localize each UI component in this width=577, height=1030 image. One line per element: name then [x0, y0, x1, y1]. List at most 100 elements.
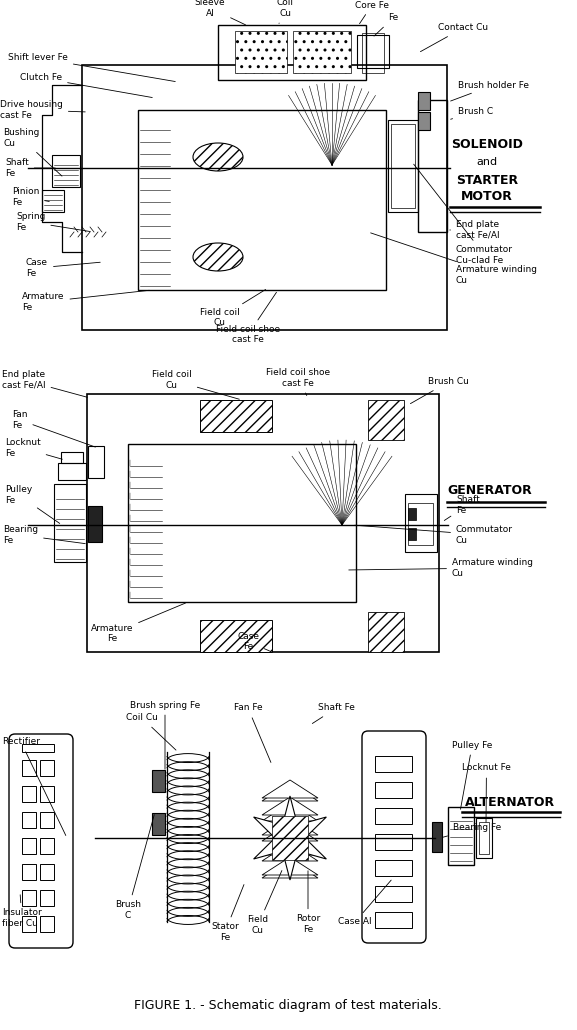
- Bar: [58, 464, 86, 480]
- Text: Core Fe: Core Fe: [355, 0, 389, 24]
- Text: Case Al: Case Al: [338, 880, 391, 927]
- Bar: [88, 446, 104, 478]
- Bar: [235, 31, 287, 73]
- Bar: [61, 452, 83, 464]
- Text: Drive housing
cast Fe: Drive housing cast Fe: [0, 100, 85, 119]
- Text: STARTER: STARTER: [456, 173, 518, 186]
- Polygon shape: [262, 843, 318, 861]
- Polygon shape: [262, 860, 318, 878]
- Text: Brush spring Fe: Brush spring Fe: [130, 700, 200, 769]
- Bar: [368, 612, 404, 652]
- FancyBboxPatch shape: [362, 731, 426, 943]
- Text: Field coil shoe
cast Fe: Field coil shoe cast Fe: [216, 293, 280, 344]
- Bar: [375, 834, 412, 850]
- Bar: [52, 154, 80, 187]
- Text: Armature winding
Cu: Armature winding Cu: [370, 233, 537, 284]
- Text: Pulley
Fe: Pulley Fe: [5, 485, 59, 523]
- Text: MOTOR: MOTOR: [461, 191, 513, 204]
- Bar: [152, 770, 165, 792]
- Text: Fe: Fe: [374, 13, 398, 36]
- Bar: [22, 812, 36, 828]
- Text: End plate
cast Fe/Al: End plate cast Fe/Al: [450, 220, 500, 240]
- Ellipse shape: [193, 143, 243, 171]
- Bar: [87, 394, 439, 652]
- Bar: [375, 808, 412, 824]
- Text: Brush C: Brush C: [451, 107, 493, 119]
- Text: Bearing
Fe: Bearing Fe: [3, 525, 85, 545]
- Bar: [293, 31, 351, 73]
- Text: Contact Cu: Contact Cu: [421, 24, 488, 52]
- Text: Coil
Cu: Coil Cu: [276, 0, 294, 24]
- Bar: [200, 400, 272, 432]
- Bar: [138, 110, 386, 290]
- Bar: [40, 916, 54, 932]
- Bar: [388, 121, 418, 212]
- Text: Field coil
Cu: Field coil Cu: [200, 289, 265, 328]
- Text: Field coil
Cu: Field coil Cu: [152, 371, 239, 400]
- Bar: [40, 812, 54, 828]
- Text: Bearing Fe: Bearing Fe: [443, 824, 501, 837]
- Text: Locknut Fe: Locknut Fe: [462, 763, 511, 822]
- Text: Sleeve
Al: Sleeve Al: [194, 0, 245, 25]
- Text: Brush holder Fe: Brush holder Fe: [451, 80, 529, 101]
- Text: Coil Cu: Coil Cu: [126, 714, 176, 750]
- Text: Shaft
Fe: Shaft Fe: [5, 159, 55, 178]
- Text: Armature
Fe: Armature Fe: [91, 604, 185, 644]
- Text: Commutator
Cu-clad Fe: Commutator Cu-clad Fe: [414, 164, 513, 265]
- Bar: [200, 620, 272, 652]
- Text: ALTERNATOR: ALTERNATOR: [465, 795, 555, 809]
- Polygon shape: [262, 797, 318, 815]
- Text: End plate
cast Fe/Al: End plate cast Fe/Al: [2, 371, 87, 398]
- Bar: [357, 35, 389, 68]
- Text: Rotor
Fe: Rotor Fe: [296, 870, 320, 934]
- Bar: [40, 890, 54, 906]
- Bar: [272, 816, 308, 860]
- Bar: [22, 864, 36, 880]
- Bar: [218, 25, 366, 80]
- Polygon shape: [262, 803, 318, 821]
- Bar: [432, 822, 442, 852]
- Bar: [22, 786, 36, 802]
- Bar: [448, 806, 474, 865]
- Text: GENERATOR: GENERATOR: [448, 483, 533, 496]
- Bar: [418, 100, 447, 232]
- Text: Case
Fe: Case Fe: [237, 632, 269, 651]
- Text: Clutch Fe: Clutch Fe: [20, 73, 152, 98]
- Text: Spring
Fe: Spring Fe: [16, 212, 90, 232]
- Bar: [391, 124, 415, 208]
- Bar: [128, 444, 356, 602]
- Bar: [479, 822, 489, 854]
- Polygon shape: [262, 857, 318, 875]
- Bar: [152, 813, 165, 835]
- Bar: [54, 484, 86, 562]
- Text: Locknut
Fe: Locknut Fe: [5, 439, 62, 459]
- Polygon shape: [262, 817, 318, 835]
- Bar: [22, 744, 54, 752]
- Bar: [368, 400, 404, 440]
- FancyBboxPatch shape: [9, 734, 73, 948]
- Bar: [375, 860, 412, 876]
- Bar: [418, 92, 430, 110]
- Polygon shape: [254, 796, 327, 880]
- Bar: [22, 916, 36, 932]
- Text: Insulator
fiber Cu: Insulator fiber Cu: [2, 895, 42, 928]
- Bar: [375, 756, 412, 772]
- Bar: [405, 494, 437, 552]
- Polygon shape: [262, 823, 318, 842]
- Text: Rectifier: Rectifier: [2, 737, 66, 835]
- Text: Shaft
Fe: Shaft Fe: [444, 495, 479, 520]
- Ellipse shape: [193, 243, 243, 271]
- Bar: [40, 864, 54, 880]
- Text: and: and: [477, 157, 497, 167]
- Polygon shape: [262, 783, 318, 801]
- Bar: [362, 33, 384, 73]
- Text: Brush
C: Brush C: [115, 815, 154, 920]
- Bar: [476, 818, 492, 858]
- Bar: [22, 760, 36, 776]
- Bar: [88, 506, 102, 542]
- Bar: [408, 528, 416, 540]
- Text: FIGURE 1. - Schematic diagram of test materials.: FIGURE 1. - Schematic diagram of test ma…: [134, 998, 442, 1011]
- Text: Field coil shoe
cast Fe: Field coil shoe cast Fe: [266, 369, 330, 396]
- Text: Shaft Fe: Shaft Fe: [312, 703, 355, 723]
- Bar: [375, 886, 412, 902]
